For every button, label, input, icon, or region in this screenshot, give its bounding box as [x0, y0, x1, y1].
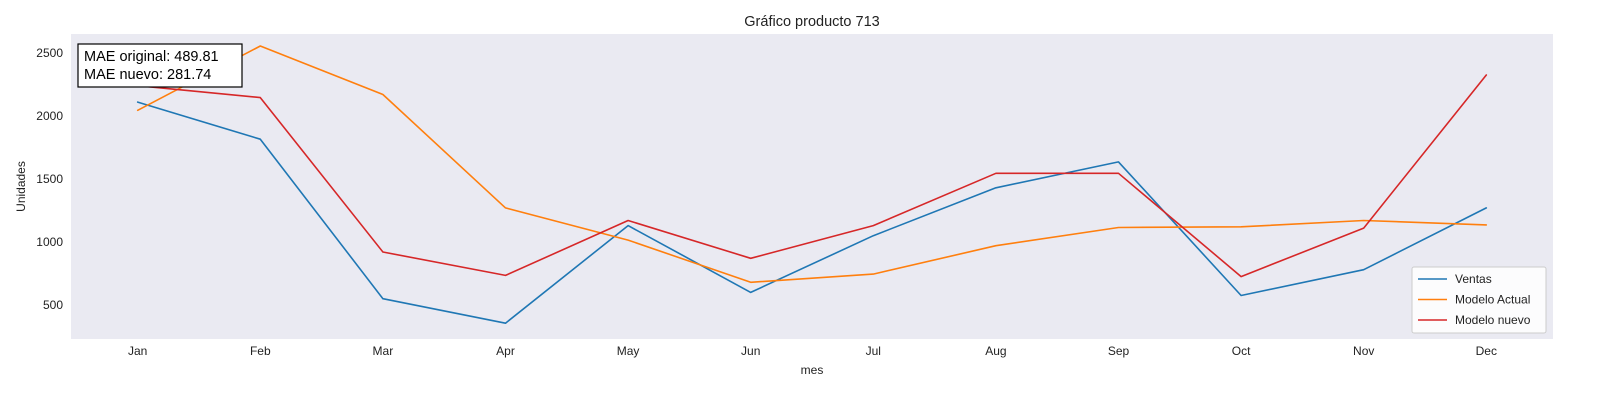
x-tick-label: Jul — [866, 344, 881, 358]
legend-frame — [1411, 266, 1547, 334]
x-tick-label: Feb — [250, 344, 271, 358]
x-tick-label: Oct — [1232, 344, 1251, 358]
mae-nuevo-text: MAE nuevo: 281.74 — [84, 67, 211, 83]
series-line-modelo-actual — [136, 45, 1488, 284]
x-tick-label: Dec — [1476, 344, 1497, 358]
series-line-modelo-nuevo — [136, 74, 1488, 278]
x-tick-label: Sep — [1108, 344, 1130, 358]
x-tick-label: Apr — [496, 344, 515, 358]
annotation-frame — [77, 43, 243, 88]
x-tick-label: Jun — [741, 344, 760, 358]
y-axis-ticks: 500 1000 1500 2000 2500 — [36, 46, 63, 312]
legend-label: Modelo Actual — [1455, 293, 1530, 307]
y-axis-title: Unidades — [14, 161, 28, 212]
series-line-ventas — [136, 101, 1488, 325]
x-tick-label: Aug — [985, 344, 1006, 358]
mae-annotation-box: MAE original: 489.81 MAE nuevo: 281.74 — [77, 43, 243, 88]
chart-title: Gráfico producto 713 — [744, 14, 879, 30]
y-tick-label: 500 — [43, 298, 63, 312]
y-tick-label: 1500 — [36, 172, 63, 186]
x-tick-label: May — [617, 344, 640, 358]
x-tick-label: Nov — [1353, 344, 1374, 358]
legend-label: Ventas — [1455, 272, 1492, 286]
x-tick-label: Mar — [373, 344, 394, 358]
legend-label: Modelo nuevo — [1455, 313, 1531, 327]
x-axis-ticks: Jan Feb Mar Apr May Jun Jul Aug Sep Oct Nov Dec — [128, 344, 1497, 358]
y-tick-label: 1000 — [36, 235, 63, 249]
y-tick-label: 2000 — [36, 109, 63, 123]
mae-original-text: MAE original: 489.81 — [84, 49, 219, 65]
legend: Ventas Modelo Actual Modelo nuevo — [1411, 266, 1547, 334]
x-axis-title: mes — [801, 363, 824, 377]
y-tick-label: 2500 — [36, 46, 63, 60]
plot-area — [71, 34, 1553, 339]
series-lines — [136, 45, 1488, 325]
x-tick-label: Jan — [128, 344, 147, 358]
